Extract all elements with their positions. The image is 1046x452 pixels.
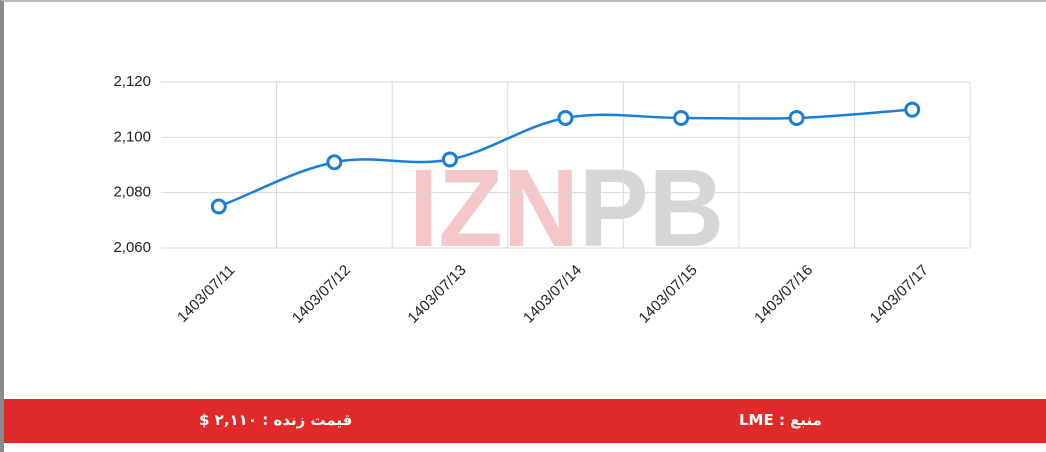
point [673,109,690,126]
footer-bar: قیمت زنده : ۲,۱۱۰ $ منبع : LME [4,399,1046,443]
point [557,109,574,126]
x-tick-label: 1403/07/17 [867,262,932,327]
watermark: PB [579,147,724,270]
source: منبع : LME [739,411,822,429]
x-tick-label: 1403/07/14 [520,262,585,327]
x-tick-label: 1403/07/12 [289,262,354,327]
x-tick-label: 1403/07/15 [636,262,701,327]
watermark: IZN [409,147,579,270]
y-tick-label: 2,060 [113,239,151,256]
live-price: قیمت زنده : ۲,۱۱۰ $ [199,411,353,429]
y-tick-label: 2,100 [113,128,151,145]
chart: IZN PB 2,060 2,080 2,100 2,120 1403/07/11 140… [113,73,971,327]
point [788,109,805,126]
point [326,154,343,171]
point [904,101,921,118]
x-tick-label: 1403/07/13 [404,262,469,327]
point [441,151,458,168]
x-tick-label: 1403/07/16 [751,262,816,327]
point [210,198,227,215]
y-tick-label: 2,120 [113,73,151,90]
y-tick-label: 2,080 [113,184,151,201]
x-tick-label: 1403/07/11 [174,262,238,326]
